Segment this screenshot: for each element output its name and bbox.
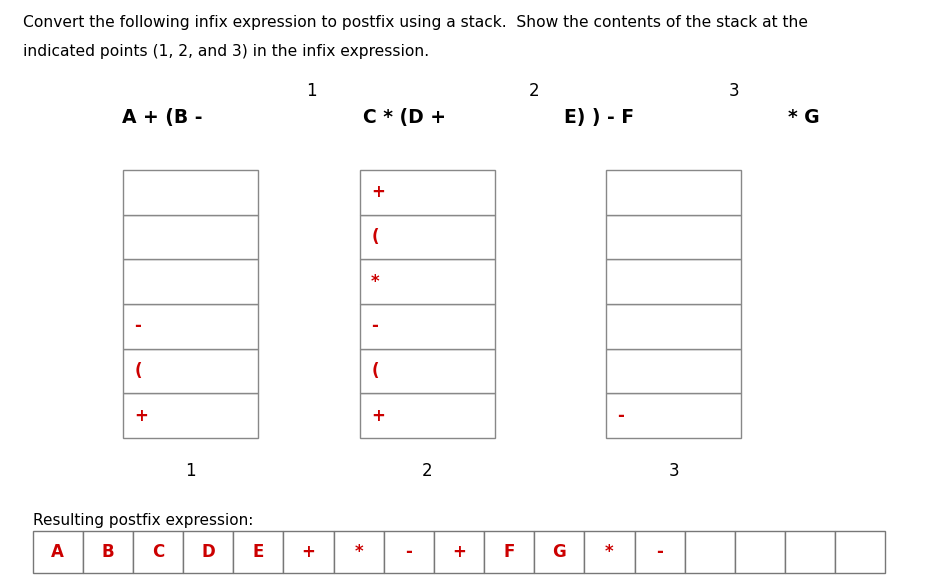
- Bar: [684, 531, 734, 573]
- Text: +: +: [371, 183, 384, 201]
- Bar: [605, 393, 741, 438]
- Text: 2: 2: [528, 82, 539, 100]
- Text: -: -: [371, 318, 378, 335]
- Text: D: D: [201, 543, 214, 561]
- Bar: [634, 531, 684, 573]
- Bar: [534, 531, 584, 573]
- Text: +: +: [135, 407, 148, 425]
- Text: (: (: [135, 362, 142, 380]
- Bar: [333, 531, 383, 573]
- Bar: [605, 215, 741, 259]
- Text: (: (: [371, 228, 379, 246]
- Text: (: (: [371, 362, 379, 380]
- Text: F: F: [503, 543, 514, 561]
- Bar: [360, 170, 494, 215]
- Bar: [32, 531, 83, 573]
- Text: *: *: [354, 543, 363, 561]
- Bar: [360, 349, 494, 393]
- Text: -: -: [405, 543, 412, 561]
- Text: Resulting postfix expression:: Resulting postfix expression:: [32, 513, 252, 528]
- Bar: [122, 259, 257, 304]
- Bar: [360, 304, 494, 349]
- Text: A + (B -: A + (B -: [122, 108, 202, 127]
- Text: +: +: [302, 543, 315, 561]
- Bar: [584, 531, 634, 573]
- Text: 3: 3: [667, 462, 678, 480]
- Text: 2: 2: [421, 462, 432, 480]
- Text: C * (D +: C * (D +: [362, 108, 445, 127]
- Bar: [122, 215, 257, 259]
- Text: 3: 3: [728, 82, 739, 100]
- Text: B: B: [101, 543, 114, 561]
- Bar: [360, 259, 494, 304]
- Bar: [183, 531, 233, 573]
- Text: -: -: [135, 318, 141, 335]
- Bar: [734, 531, 784, 573]
- Text: indicated points (1, 2, and 3) in the infix expression.: indicated points (1, 2, and 3) in the in…: [23, 44, 429, 59]
- Text: +: +: [452, 543, 465, 561]
- Bar: [360, 215, 494, 259]
- Bar: [433, 531, 483, 573]
- Text: 1: 1: [305, 82, 316, 100]
- Text: * G: * G: [787, 108, 818, 127]
- Text: C: C: [151, 543, 164, 561]
- Bar: [483, 531, 534, 573]
- Bar: [605, 349, 741, 393]
- Text: *: *: [604, 543, 613, 561]
- Bar: [360, 393, 494, 438]
- Text: *: *: [371, 273, 380, 290]
- Text: -: -: [655, 543, 663, 561]
- Text: 1: 1: [185, 462, 196, 480]
- Bar: [122, 349, 257, 393]
- Text: A: A: [51, 543, 64, 561]
- Text: E) ) - F: E) ) - F: [563, 108, 634, 127]
- Bar: [122, 393, 257, 438]
- Bar: [605, 304, 741, 349]
- Bar: [283, 531, 333, 573]
- Bar: [605, 170, 741, 215]
- Bar: [383, 531, 433, 573]
- Text: -: -: [616, 407, 624, 425]
- Bar: [834, 531, 884, 573]
- Text: G: G: [552, 543, 565, 561]
- Text: E: E: [252, 543, 264, 561]
- Bar: [233, 531, 283, 573]
- Bar: [605, 259, 741, 304]
- Bar: [784, 531, 834, 573]
- Text: +: +: [371, 407, 384, 425]
- Bar: [122, 304, 257, 349]
- Bar: [83, 531, 133, 573]
- Text: Convert the following infix expression to postfix using a stack.  Show the conte: Convert the following infix expression t…: [23, 15, 807, 30]
- Bar: [122, 170, 257, 215]
- Bar: [133, 531, 183, 573]
